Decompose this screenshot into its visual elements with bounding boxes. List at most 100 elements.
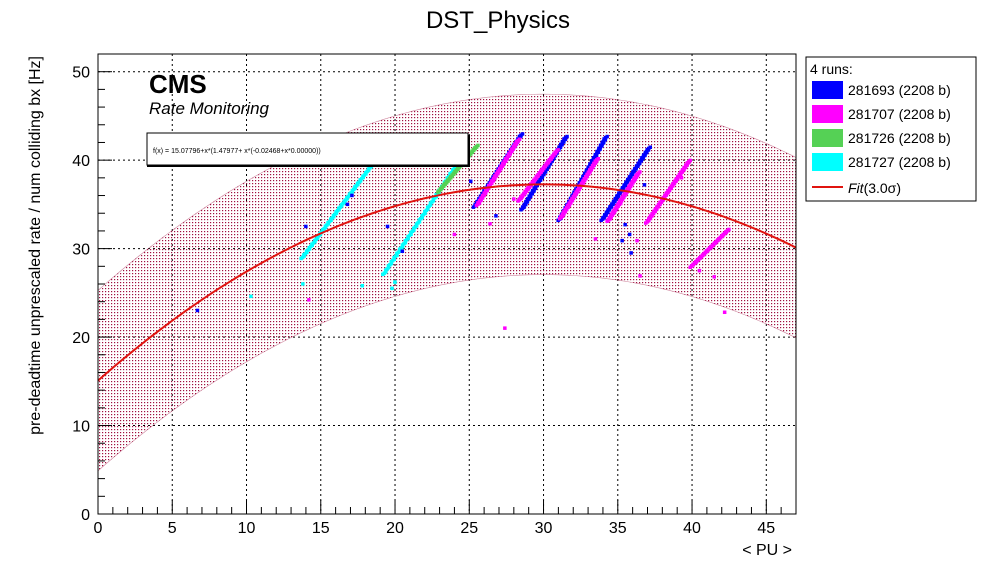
data-point [304, 224, 308, 229]
data-point [386, 266, 391, 270]
fit-line [98, 183, 796, 382]
y-tick-label: 0 [81, 507, 90, 524]
data-point [393, 280, 397, 284]
data-point [648, 145, 652, 149]
x-tick-label: 0 [94, 520, 103, 537]
data-point [503, 326, 507, 330]
data-point [494, 214, 498, 218]
legend-entry-label: 281693 (2208 b) [848, 82, 951, 98]
data-point [627, 232, 632, 237]
cms-sublabel: Rate Monitoring [149, 99, 270, 118]
data-point [398, 249, 402, 253]
x-tick-label: 10 [238, 520, 256, 537]
data-point [301, 282, 305, 286]
data-point [679, 176, 684, 180]
x-tick-label: 25 [460, 520, 478, 537]
y-tick-label: 30 [72, 242, 90, 259]
data-point [697, 268, 702, 273]
data-point [392, 257, 396, 262]
legend-swatch [812, 153, 843, 171]
data-point [350, 193, 354, 198]
data-point [653, 209, 657, 214]
data-point [629, 251, 633, 255]
legend-header: 4 runs: [810, 61, 853, 77]
data-point [406, 236, 410, 241]
x-tick-label: 30 [535, 520, 553, 537]
data-point [195, 308, 200, 313]
data-point [517, 137, 522, 141]
data-point [727, 227, 731, 232]
x-tick-label: 45 [757, 520, 775, 537]
data-point [390, 286, 394, 291]
data-point [452, 232, 457, 237]
legend-fit-suffix: (3.0σ) [864, 180, 901, 196]
fit-formula-box: f(x) = 15.07796+x*(1.47977+ x*(-0.02468+… [146, 132, 470, 167]
data-point [556, 148, 560, 152]
x-tick-label: 20 [386, 520, 404, 537]
data-point [596, 157, 600, 161]
x-tick-label: 5 [168, 520, 177, 537]
data-point [423, 211, 427, 216]
data-point [712, 275, 716, 279]
data-point [414, 224, 419, 228]
data-point [565, 134, 569, 139]
data-point [384, 270, 388, 274]
legend-swatch [812, 105, 843, 123]
y-tick-label: 40 [72, 153, 90, 170]
axes: 0 5 10 15 20 25 30 35 40 45 0 10 20 30 40 50 [72, 53, 782, 537]
data-point [688, 158, 693, 163]
data-point [385, 224, 390, 229]
data-point [345, 202, 350, 207]
data-point [428, 203, 433, 207]
legend-swatch [812, 81, 843, 99]
data-point [417, 220, 422, 224]
y-tick-label: 50 [72, 65, 90, 82]
data-point [400, 245, 405, 249]
legend-entry-label: 281726 (2208 b) [848, 130, 951, 146]
data-point [722, 310, 727, 314]
data-point [638, 274, 642, 278]
data-point [469, 179, 473, 184]
legend-fit-name: Fit [848, 180, 865, 196]
legend-entry-label: 281707 (2208 b) [848, 106, 951, 122]
data-point [635, 238, 639, 243]
data-point [620, 238, 624, 243]
x-tick-label: 15 [312, 520, 330, 537]
fit-band-upper [98, 93, 796, 291]
data-point [249, 294, 253, 299]
legend-swatch [812, 129, 843, 147]
data-point [409, 232, 413, 236]
y-tick-label: 20 [72, 330, 90, 347]
legend: 4 runs: 281693 (2208 b) 281707 (2208 b) 28… [805, 56, 977, 202]
fit-band-lower [98, 274, 796, 472]
series-281707 [307, 137, 731, 330]
data-point [454, 165, 458, 170]
data-point [593, 237, 598, 241]
data-point [619, 201, 623, 206]
data-point [605, 134, 609, 139]
x-tick-label: 35 [609, 520, 627, 537]
data-point [403, 240, 408, 245]
data-point [623, 222, 627, 227]
data-point [307, 298, 311, 302]
legend-entry-label: 281727 (2208 b) [848, 154, 951, 170]
y-tick-label: 10 [72, 419, 90, 436]
y-axis-label: pre-deadtime unprescaled rate / num coll… [27, 56, 44, 435]
data-point [520, 132, 525, 136]
x-tick-label: 40 [683, 520, 701, 537]
data-point [476, 143, 480, 148]
fit-formula: f(x) = 15.07796+x*(1.47977+ x*(-0.02468+… [153, 148, 321, 155]
cms-label: CMS [149, 69, 207, 99]
data-points [195, 132, 731, 330]
data-point [638, 170, 642, 174]
data-point [512, 197, 516, 201]
data-point [389, 261, 394, 266]
data-point [642, 183, 647, 187]
data-point [400, 249, 405, 253]
chart-title: DST_Physics [426, 7, 570, 34]
data-point [426, 207, 430, 211]
data-point [488, 222, 492, 226]
data-point [420, 215, 424, 220]
x-axis-label: < PU > [742, 542, 792, 559]
